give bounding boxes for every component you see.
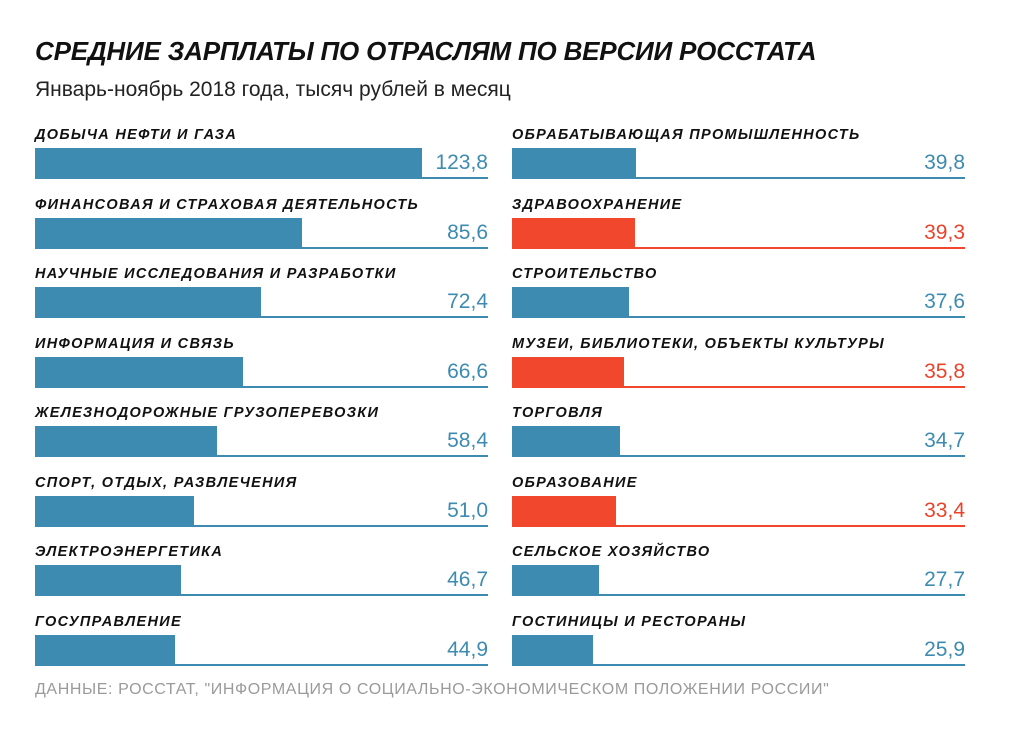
bar-item-left-1: ФИНАНСОВАЯ И СТРАХОВАЯ ДЕЯТЕЛЬНОСТЬ 85,6 — [35, 194, 488, 264]
bar-track: 44,9 — [35, 634, 488, 666]
right-column: ОБРАБАТЫВАЮЩАЯ ПРОМЫШЛЕННОСТЬ 39,8 ЗДРАВОО… — [512, 124, 965, 680]
bar-item-left-7: ГОСУПРАВЛЕНИЕ 44,9 — [35, 611, 488, 681]
bar-track: 58,4 — [35, 426, 488, 457]
bar-value-label: 66,6 — [447, 359, 488, 383]
bar-value-label: 25,9 — [924, 637, 965, 661]
bar-value-label: 46,7 — [447, 568, 488, 591]
bar-label: ФИНАНСОВАЯ И СТРАХОВАЯ ДЕЯТЕЛЬНОСТЬ — [35, 196, 420, 213]
bar-label: ЖЕЛЕЗНОДОРОЖНЫЕ ГРУЗОПЕРЕВОЗКИ — [35, 405, 380, 421]
bar — [35, 426, 218, 457]
bar-value-label: 39,8 — [924, 151, 965, 174]
bar-value-label: 44,9 — [447, 637, 488, 661]
bar-track: 123,8 — [35, 148, 488, 179]
bar-track: 34,7 — [512, 426, 965, 457]
bar-label: ИНФОРМАЦИЯ И СВЯЗЬ — [35, 335, 235, 352]
bar-item-right-6: СЕЛЬСКОЕ ХОЗЯЙСТВО 27,7 — [512, 541, 965, 611]
bar — [512, 565, 599, 596]
bar-track: 39,8 — [512, 148, 965, 179]
bar-label: ГОСУПРАВЛЕНИЕ — [35, 613, 182, 630]
bar-label: ГОСТИНИЦЫ И РЕСТОРАНЫ — [512, 613, 747, 630]
bar-label: ОБРАБАТЫВАЮЩАЯ ПРОМЫШЛЕННОСТЬ — [512, 127, 861, 143]
bar — [35, 495, 195, 527]
bar — [35, 634, 176, 666]
bar-label: СТРОИТЕЛЬСТВО — [512, 266, 658, 282]
bar-label: ТОРГОВЛЯ — [512, 405, 604, 421]
bar-value-label: 35,8 — [924, 359, 965, 383]
bar — [35, 565, 181, 596]
bar-label: МУЗЕИ, БИБЛИОТЕКИ, ОБЪЕКТЫ КУЛЬТУРЫ — [512, 335, 885, 352]
bar-item-left-3: ИНФОРМАЦИЯ И СВЯЗЬ 66,6 — [35, 333, 488, 403]
bar-track: 37,6 — [512, 287, 965, 318]
bar-track: 33,4 — [512, 495, 965, 527]
bar — [512, 356, 624, 388]
bar-label: ДОБЫЧА НЕФТИ И ГАЗА — [35, 127, 238, 143]
bar-value-label: 33,4 — [924, 498, 965, 522]
bar-label: ОБРАЗОВАНИЕ — [512, 474, 638, 491]
bar-label: НАУЧНЫЕ ИССЛЕДОВАНИЯ И РАЗРАБОТКИ — [35, 266, 397, 282]
chart-source: ДАННЫЕ: РОССТАТ, "ИНФОРМАЦИЯ О СОЦИАЛЬНО… — [35, 681, 830, 698]
bar-item-left-6: ЭЛЕКТРОЭНЕРГЕТИКА 46,7 — [35, 541, 488, 611]
bar-value-label: 123,8 — [435, 151, 488, 174]
bar-label: СЕЛЬСКОЕ ХОЗЯЙСТВО — [512, 544, 711, 560]
bar-item-left-0: ДОБЫЧА НЕФТИ И ГАЗА 123,8 — [35, 124, 488, 194]
bar — [35, 148, 422, 179]
bar-track: 35,8 — [512, 356, 965, 388]
bar — [512, 217, 635, 249]
bar-item-right-3: МУЗЕИ, БИБЛИОТЕКИ, ОБЪЕКТЫ КУЛЬТУРЫ 35,8 — [512, 333, 965, 403]
bar-value-label: 85,6 — [447, 220, 488, 244]
bar-track: 66,6 — [35, 356, 488, 388]
chart-title: СРЕДНИЕ ЗАРПЛАТЫ ПО ОТРАСЛЯМ ПО ВЕРСИИ Р… — [35, 36, 817, 66]
bar-item-right-0: ОБРАБАТЫВАЮЩАЯ ПРОМЫШЛЕННОСТЬ 39,8 — [512, 124, 965, 194]
bar-item-right-4: ТОРГОВЛЯ 34,7 — [512, 402, 965, 472]
bar-value-label: 51,0 — [447, 498, 488, 522]
bar-label: ЭЛЕКТРОЭНЕРГЕТИКА — [35, 544, 224, 560]
bar — [35, 356, 244, 388]
bar-item-right-1: ЗДРАВООХРАНЕНИЕ 39,3 — [512, 194, 965, 264]
bar-item-left-4: ЖЕЛЕЗНОДОРОЖНЫЕ ГРУЗОПЕРЕВОЗКИ 58,4 — [35, 402, 488, 472]
bar — [512, 287, 630, 318]
bar-track: 25,9 — [512, 634, 965, 666]
bar-label: СПОРТ, ОТДЫХ, РАЗВЛЕЧЕНИЯ — [35, 474, 298, 491]
bar — [35, 287, 262, 318]
bar-track: 51,0 — [35, 495, 488, 527]
bar-item-right-5: ОБРАЗОВАНИЕ 33,4 — [512, 472, 965, 542]
bar — [512, 148, 637, 179]
bar-item-left-2: НАУЧНЫЕ ИССЛЕДОВАНИЯ И РАЗРАБОТКИ 72,4 — [35, 263, 488, 333]
bar-value-label: 37,6 — [924, 290, 965, 313]
bar-track: 72,4 — [35, 287, 488, 318]
chart-subtitle: Январь-ноябрь 2018 года, тысяч рублей в … — [35, 78, 511, 101]
bar-value-label: 34,7 — [924, 429, 965, 452]
bar-value-label: 72,4 — [447, 290, 488, 313]
bar-track: 46,7 — [35, 565, 488, 596]
bar-item-left-5: СПОРТ, ОТДЫХ, РАЗВЛЕЧЕНИЯ 51,0 — [35, 472, 488, 542]
bar-track: 85,6 — [35, 217, 488, 249]
bar-item-right-2: СТРОИТЕЛЬСТВО 37,6 — [512, 263, 965, 333]
bar — [512, 426, 621, 457]
bar — [512, 495, 617, 527]
bar-track: 27,7 — [512, 565, 965, 596]
left-column: ДОБЫЧА НЕФТИ И ГАЗА 123,8 ФИНАНСОВАЯ И СТР… — [35, 124, 488, 680]
bar-track: 39,3 — [512, 217, 965, 249]
bar — [35, 217, 303, 249]
bar-value-label: 39,3 — [924, 220, 965, 244]
bar-item-right-7: ГОСТИНИЦЫ И РЕСТОРАНЫ 25,9 — [512, 611, 965, 681]
bar — [512, 634, 593, 666]
bar-label: ЗДРАВООХРАНЕНИЕ — [512, 196, 683, 213]
bar-value-label: 27,7 — [924, 568, 965, 591]
bar-value-label: 58,4 — [447, 429, 488, 452]
